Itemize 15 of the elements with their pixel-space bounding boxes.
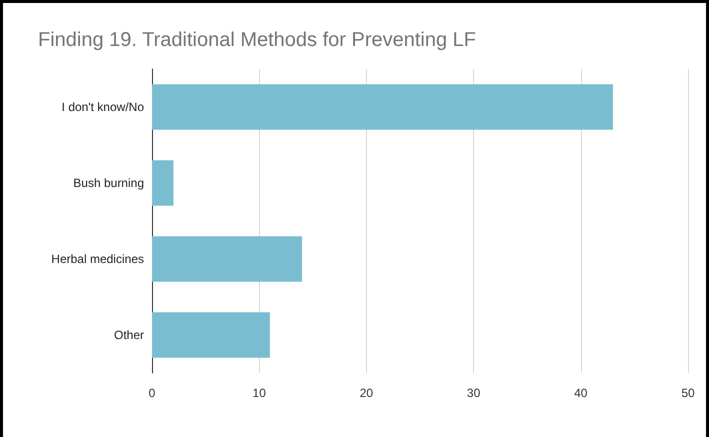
x-tick-label: 10 — [252, 386, 266, 400]
bar — [152, 160, 174, 206]
x-tick-label: 0 — [148, 386, 156, 400]
y-tick-label: Other — [114, 328, 144, 342]
x-tick-label: 30 — [466, 386, 481, 400]
y-tick-label: Herbal medicines — [51, 252, 144, 266]
bar — [152, 236, 302, 282]
x-tick-label: 50 — [681, 386, 695, 400]
bar — [152, 84, 613, 130]
y-tick-label: I don't know/No — [62, 100, 144, 114]
chart-title: Finding 19. Traditional Methods for Preventing LF — [38, 29, 476, 51]
x-tick-label: 20 — [360, 386, 374, 400]
bar — [152, 312, 270, 358]
y-tick-label: Bush burning — [73, 176, 144, 190]
x-tick-label: 40 — [574, 386, 588, 400]
